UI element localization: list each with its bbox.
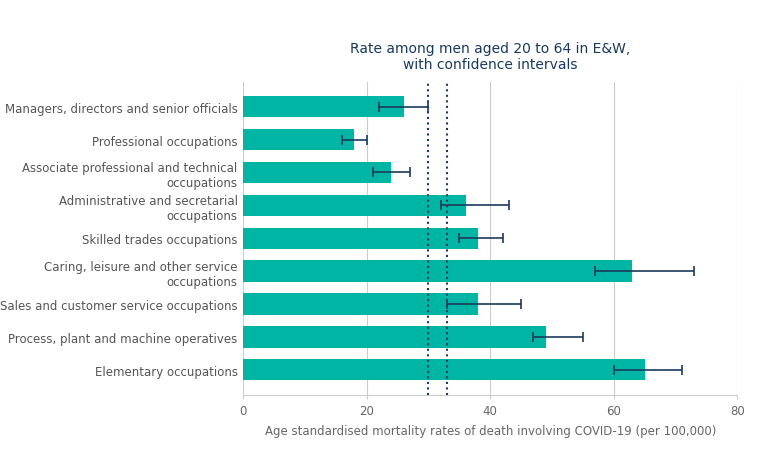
Bar — [243, 294, 478, 315]
Bar — [243, 326, 546, 348]
Title: Rate among men aged 20 to 64 in E&W,
with confidence intervals: Rate among men aged 20 to 64 in E&W, wit… — [350, 42, 630, 72]
Bar — [243, 359, 644, 381]
Bar — [243, 195, 465, 217]
Bar — [243, 129, 354, 151]
Bar — [243, 228, 478, 249]
Bar — [243, 261, 632, 282]
Bar — [243, 162, 391, 184]
Bar — [243, 97, 404, 118]
X-axis label: Age standardised mortality rates of death involving COVID-19 (per 100,000): Age standardised mortality rates of deat… — [264, 424, 716, 437]
